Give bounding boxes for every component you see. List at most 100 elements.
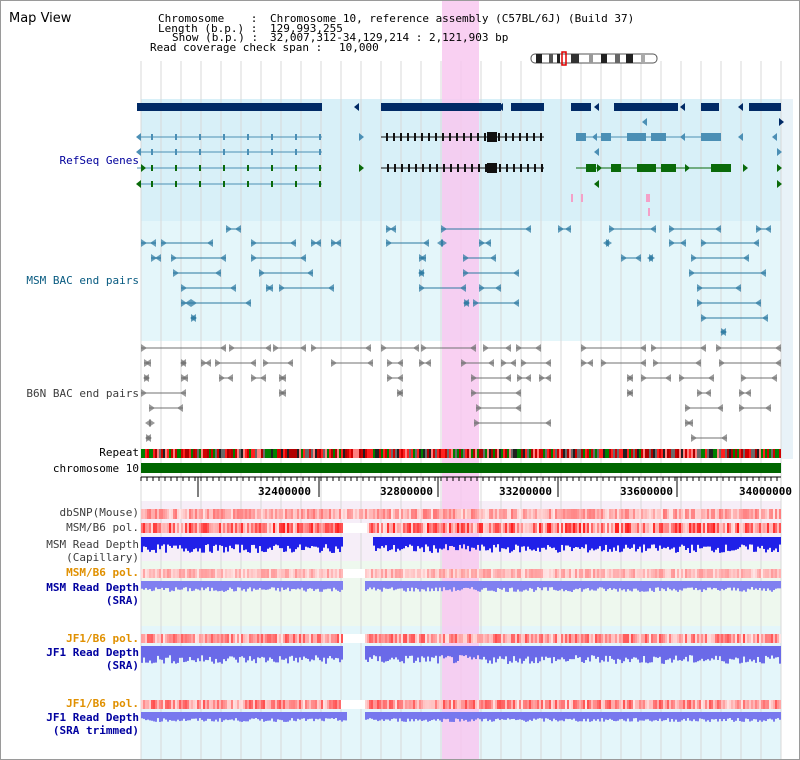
track-label-jf1-depth-trim[interactable]: JF1 Read Depth — [46, 711, 139, 724]
depth-bar — [747, 646, 749, 662]
repeat-element — [641, 449, 643, 458]
depth-bar — [753, 581, 755, 590]
repeat-element — [223, 449, 225, 458]
heat-cell — [517, 634, 519, 643]
depth-bar — [567, 646, 569, 662]
track-label-dbsnp[interactable]: dbSNP(Mouse) — [59, 506, 139, 519]
heat-cell — [685, 700, 687, 709]
depth-bar — [333, 712, 335, 719]
repeat-element — [565, 449, 567, 458]
depth-bar — [495, 537, 497, 548]
depth-bar — [457, 581, 459, 590]
repeat-element — [543, 449, 545, 458]
heat-cell — [731, 700, 733, 709]
heat-cell — [517, 700, 519, 709]
depth-bar — [449, 646, 451, 657]
heat-cell — [541, 509, 543, 519]
heat-cell — [533, 523, 535, 533]
heat-cell — [193, 569, 195, 578]
heat-cell — [751, 523, 753, 533]
depth-bar — [639, 581, 641, 592]
heat-cell — [225, 634, 227, 643]
heat-cell — [411, 509, 413, 519]
exon — [295, 134, 297, 140]
heat-cell — [277, 569, 279, 578]
bac-end — [280, 389, 286, 397]
track-label-msm-depth-sra[interactable]: MSM Read Depth — [46, 581, 139, 594]
heat-cell — [729, 523, 731, 533]
depth-bar — [293, 712, 295, 721]
depth-bar — [203, 581, 205, 591]
heat-cell — [443, 523, 445, 533]
depth-bar — [197, 646, 199, 659]
depth-bar — [317, 712, 319, 720]
heat-cell — [179, 700, 181, 709]
depth-bar — [521, 537, 523, 547]
depth-bar — [741, 537, 743, 545]
depth-bar — [483, 646, 485, 657]
gene-arrow — [738, 103, 743, 111]
repeat-element — [251, 449, 253, 458]
heat-cell — [687, 700, 689, 709]
track-label-msm-bac[interactable]: MSM BAC end pairs — [26, 274, 139, 287]
heat-cell — [165, 523, 167, 533]
heat-cell — [219, 634, 221, 643]
heat-cell — [411, 700, 413, 709]
bac-end — [517, 374, 523, 382]
heat-cell — [221, 509, 223, 519]
heat-cell — [163, 634, 165, 643]
track-label-refseq[interactable]: RefSeq Genes — [59, 154, 139, 167]
heat-cell — [209, 569, 211, 578]
heat-cell — [505, 700, 507, 709]
heat-cell — [777, 634, 779, 643]
track-label-jf1-pol-trim[interactable]: JF1/B6 pol. — [66, 697, 139, 710]
track-label-jf1-depth[interactable]: JF1 Read Depth — [46, 646, 139, 659]
bac-end — [463, 299, 469, 307]
depth-bar — [587, 712, 589, 719]
bac-end — [513, 299, 519, 307]
repeat-element — [615, 449, 617, 458]
track-label-msm-pol[interactable]: MSM/B6 pol. — [66, 521, 139, 534]
depth-bar — [593, 537, 595, 551]
heat-cell — [659, 700, 661, 709]
track-label-b6n-bac[interactable]: B6N BAC end pairs — [26, 387, 139, 400]
depth-bar — [573, 646, 575, 660]
heat-cell — [511, 509, 513, 519]
depth-bar — [641, 537, 643, 553]
track-label-msm-pol-sra[interactable]: MSM/B6 pol. — [66, 566, 139, 579]
heat-cell — [459, 634, 461, 643]
track-label-jf1-pol[interactable]: JF1/B6 pol. — [66, 632, 139, 645]
depth-bar — [579, 537, 581, 549]
heat-cell — [283, 700, 285, 709]
bac-end — [141, 389, 147, 397]
depth-bar — [529, 712, 531, 720]
depth-bar — [171, 537, 173, 548]
heat-cell — [225, 700, 227, 709]
depth-bar — [721, 712, 723, 722]
depth-bar — [247, 537, 249, 553]
heat-cell — [331, 569, 333, 578]
depth-bar — [279, 537, 281, 549]
heat-cell — [539, 523, 541, 533]
heat-cell — [145, 523, 147, 533]
heat-cell — [541, 634, 543, 643]
heat-cell — [185, 569, 187, 578]
heat-cell — [623, 634, 625, 643]
depth-bar — [153, 646, 155, 663]
heat-cell — [689, 509, 691, 519]
track-label-msm-depth-cap[interactable]: MSM Read Depth — [46, 538, 139, 551]
heat-cell — [387, 569, 389, 578]
depth-bar — [229, 646, 231, 657]
heat-cell — [669, 509, 671, 519]
heat-cell — [425, 523, 427, 533]
depth-bar — [737, 581, 739, 589]
track-label-repeat[interactable]: Repeat — [99, 446, 139, 459]
heat-cell — [375, 523, 377, 533]
bac-end — [145, 419, 151, 427]
heat-cell — [261, 569, 263, 578]
depth-bar — [683, 581, 685, 589]
heat-cell — [523, 700, 525, 709]
bac-end — [669, 225, 675, 233]
heat-cell — [523, 523, 525, 533]
